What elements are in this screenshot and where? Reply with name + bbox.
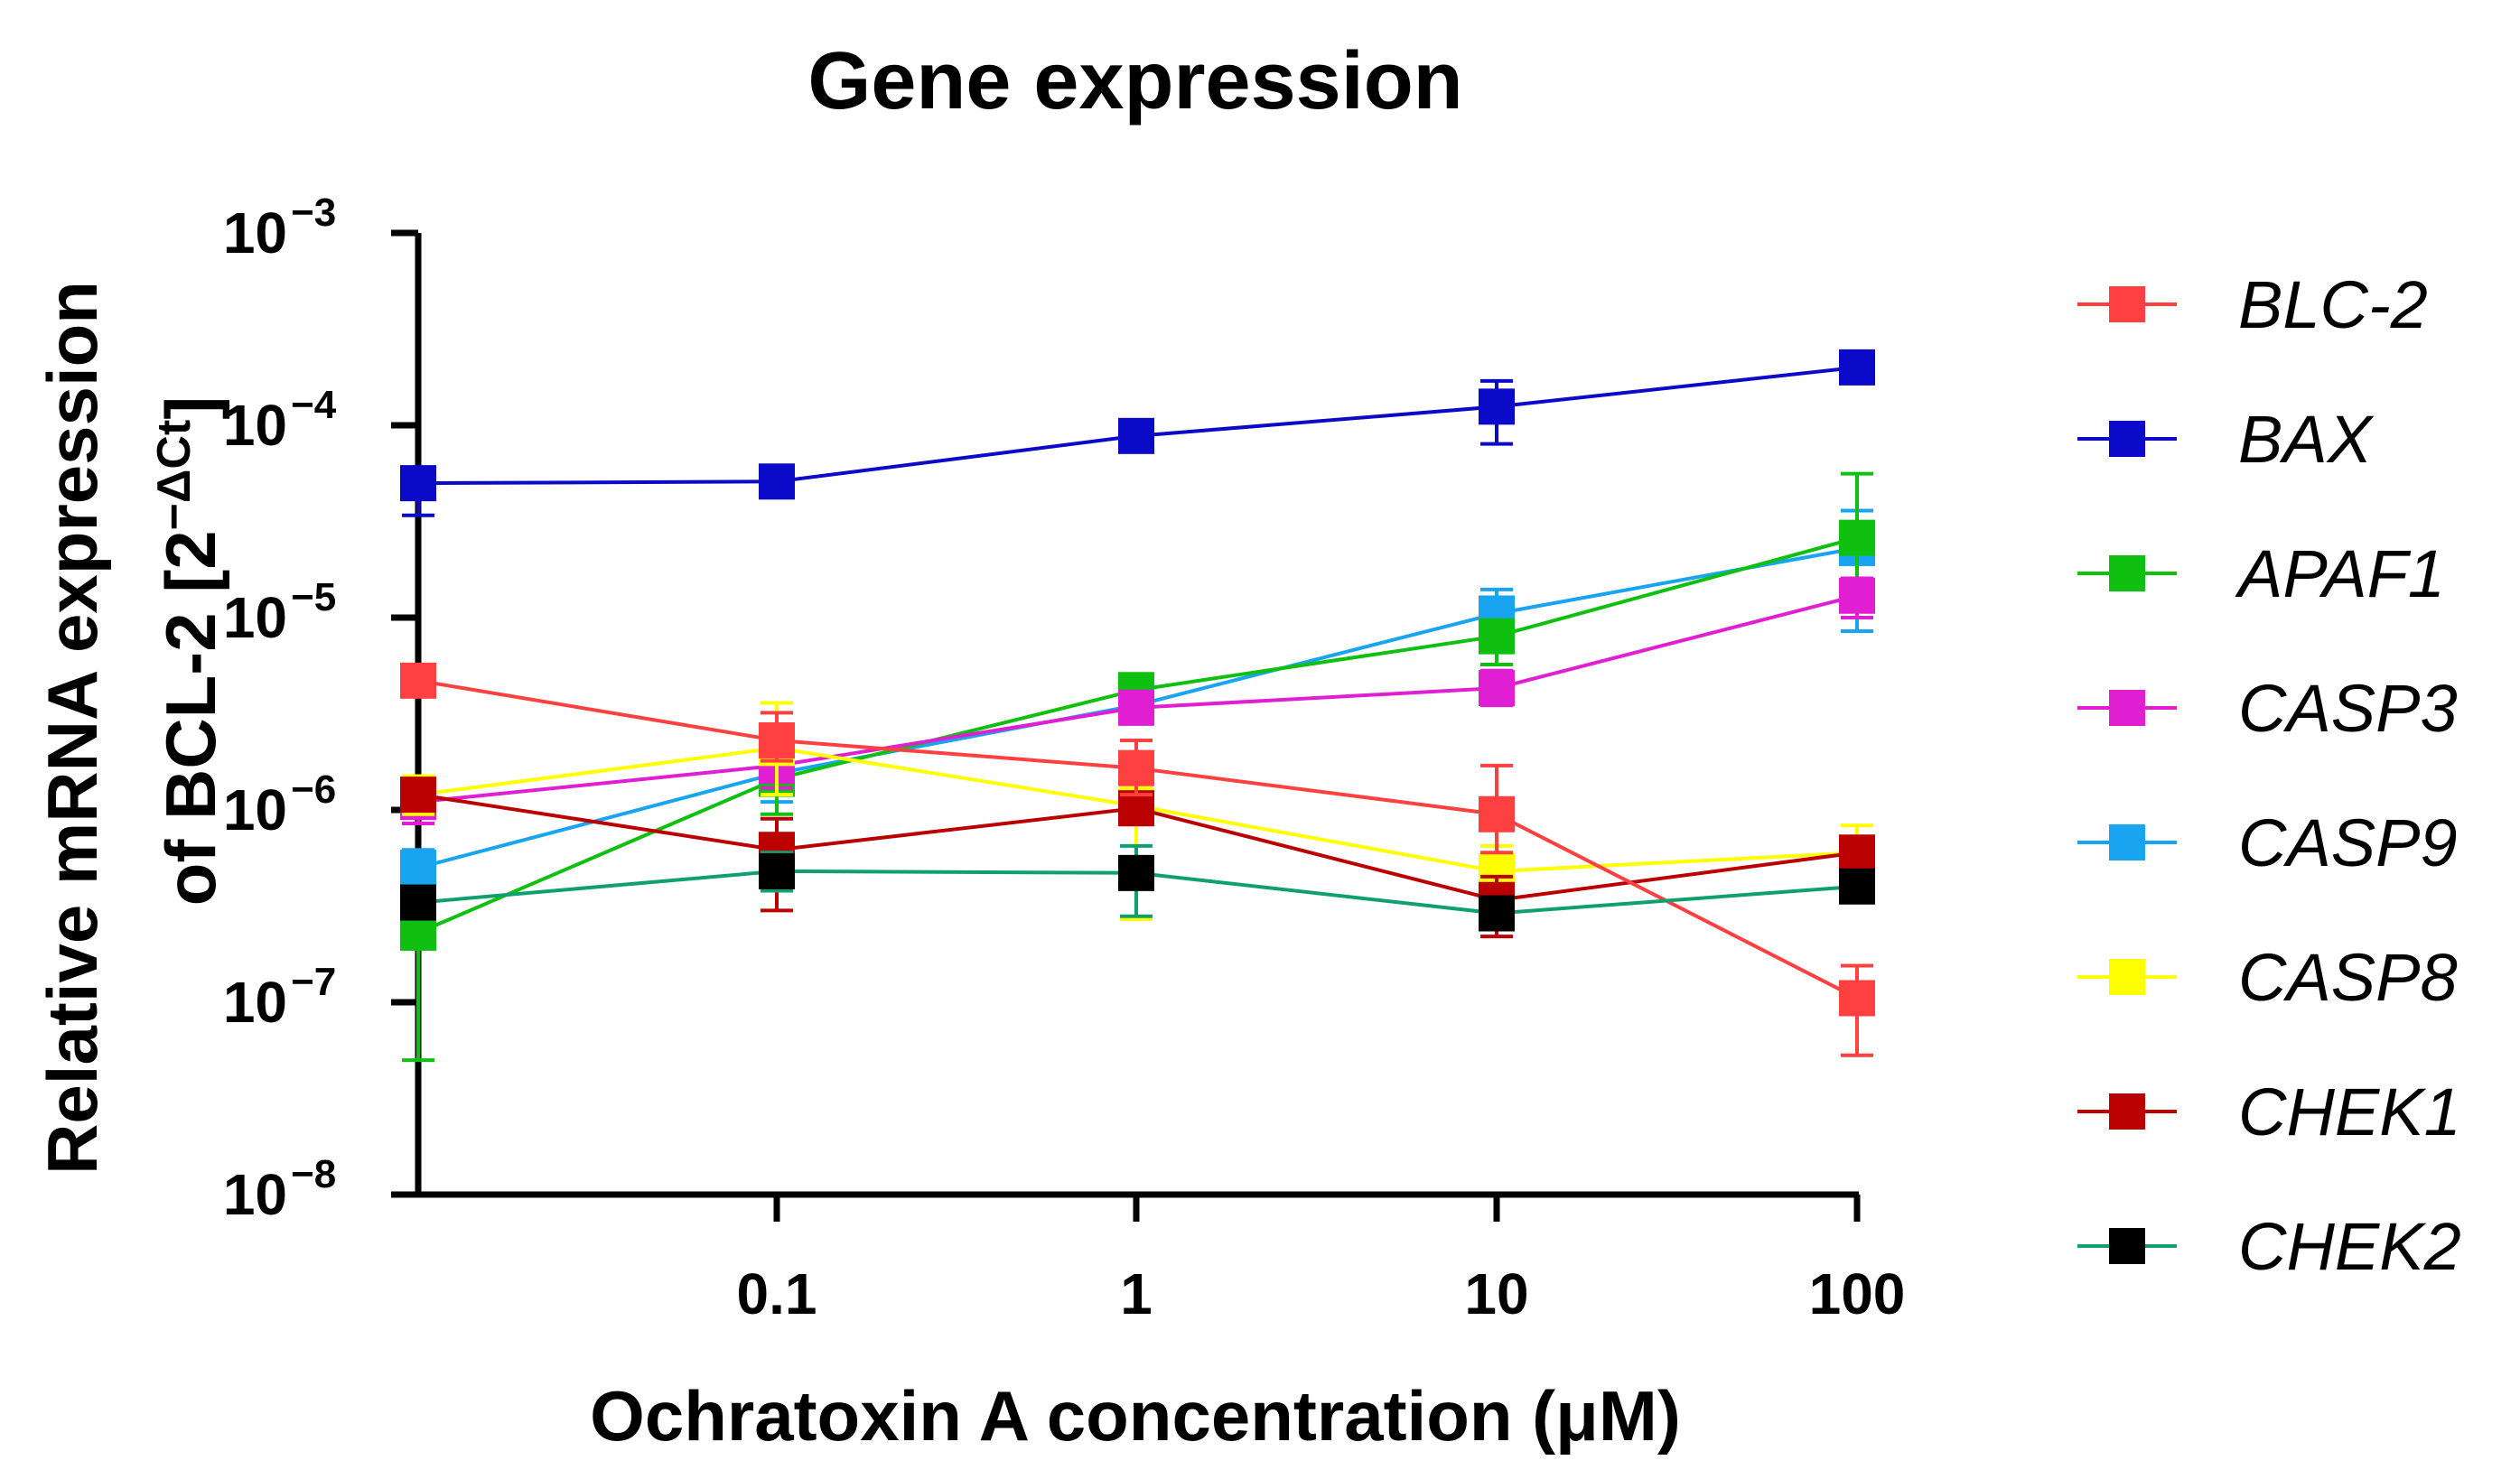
- x-tick-label: 100: [1809, 1261, 1906, 1326]
- legend-item-blc-2: BLC-2: [2077, 267, 2428, 342]
- legend-marker: [2109, 959, 2145, 995]
- data-point: [1839, 834, 1875, 871]
- data-point: [1479, 618, 1515, 655]
- legend-item-casp8: CASP8: [2077, 940, 2458, 1015]
- data-point: [759, 852, 795, 889]
- legend-item-casp9: CASP9: [2077, 805, 2458, 880]
- x-tick-label: 10: [1464, 1261, 1528, 1326]
- y-axis-title-prefix: of BCL-2 [2: [151, 530, 230, 906]
- data-point: [1479, 795, 1515, 833]
- legend-label: BLC-2: [2238, 267, 2428, 342]
- series-chek2: [400, 843, 1875, 932]
- y-tick-label: 10: [223, 777, 287, 842]
- y-tick-label: 10: [223, 970, 287, 1035]
- series-bax: [400, 349, 1875, 517]
- legend-label: CASP3: [2238, 671, 2458, 746]
- legend-marker: [2109, 690, 2145, 726]
- y-tick-base: 10: [223, 393, 287, 458]
- legend-marker: [2109, 1093, 2145, 1130]
- data-point: [1839, 577, 1875, 614]
- y-tick-base: 10: [223, 585, 287, 650]
- legend-label: APAF1: [2235, 536, 2445, 611]
- data-point: [1839, 868, 1875, 905]
- data-point: [400, 465, 436, 502]
- data-point: [1479, 388, 1515, 425]
- y-tick-base: 10: [223, 200, 287, 265]
- y-tick-label: 10: [223, 393, 287, 458]
- y-tick-base: 10: [223, 777, 287, 842]
- x-tick-label: 1: [1120, 1261, 1153, 1326]
- x-ticks: 0.1 1 10 100: [737, 1195, 1906, 1326]
- data-point: [1479, 895, 1515, 932]
- legend-item-bax: BAX: [2077, 402, 2375, 477]
- data-point: [400, 850, 436, 887]
- data-point: [1118, 689, 1154, 726]
- legend-marker: [2109, 421, 2145, 457]
- data-point: [1118, 417, 1154, 454]
- y-axis-title: Relative mRNA expression of BCL-2 [2−ΔCt…: [33, 281, 230, 1175]
- y-axis-title-superscript: −ΔCt: [148, 420, 201, 531]
- y-tick-label: 10: [223, 585, 287, 650]
- y-ticks: 10−310−410−510−610−710−8: [223, 191, 418, 1227]
- y-tick-exponent: −4: [291, 383, 337, 427]
- y-tick-exponent: −6: [291, 767, 336, 812]
- y-tick-exponent: −7: [291, 960, 336, 1004]
- x-tick-label: 0.1: [737, 1261, 817, 1326]
- x-axis-title: Ochratoxin A concentration (μM): [590, 1376, 1681, 1456]
- data-point: [400, 662, 436, 699]
- data-point: [1839, 980, 1875, 1017]
- y-axis-title-line1: Relative mRNA expression: [33, 281, 112, 1175]
- y-tick-exponent: −5: [291, 575, 336, 619]
- data-point: [1118, 854, 1154, 891]
- y-axis-title-line2: of BCL-2 [2−ΔCt]: [148, 396, 230, 907]
- y-axis-title-suffix: ]: [151, 396, 230, 420]
- legend-label: BAX: [2238, 402, 2375, 477]
- legend-item-casp3: CASP3: [2077, 671, 2458, 746]
- y-tick-label: 10: [223, 200, 287, 265]
- legend-label: CHEK2: [2238, 1209, 2461, 1284]
- series-blc-2: [400, 662, 1875, 1057]
- legend: BLC-2 BAX APAF1 CASP3 CASP9 CASP8 CHEK1 CHEK2: [2077, 267, 2461, 1284]
- legend-marker: [2109, 286, 2145, 322]
- data-point: [400, 884, 436, 921]
- legend-marker: [2109, 1228, 2145, 1264]
- y-tick-exponent: −8: [291, 1152, 336, 1196]
- data-point: [400, 777, 436, 814]
- legend-marker: [2109, 555, 2145, 591]
- legend-label: CASP8: [2238, 940, 2458, 1015]
- data-point: [759, 463, 795, 500]
- y-tick-base: 10: [223, 970, 287, 1035]
- series-layer: [400, 349, 1875, 1063]
- data-point: [1839, 349, 1875, 386]
- legend-label: CHEK1: [2238, 1074, 2461, 1149]
- data-point: [1839, 519, 1875, 556]
- chart-title: Gene expression: [807, 36, 1462, 126]
- data-point: [400, 914, 436, 951]
- data-point: [1118, 749, 1154, 786]
- legend-item-chek2: CHEK2: [2077, 1209, 2461, 1284]
- legend-item-apaf1: APAF1: [2077, 536, 2445, 611]
- legend-label: CASP9: [2238, 805, 2458, 880]
- y-tick-exponent: −3: [291, 191, 336, 235]
- y-tick-label: 10: [223, 1162, 287, 1227]
- legend-marker: [2109, 824, 2145, 860]
- data-point: [1479, 670, 1515, 707]
- y-tick-base: 10: [223, 1162, 287, 1227]
- legend-item-chek1: CHEK1: [2077, 1074, 2461, 1149]
- data-point: [759, 721, 795, 758]
